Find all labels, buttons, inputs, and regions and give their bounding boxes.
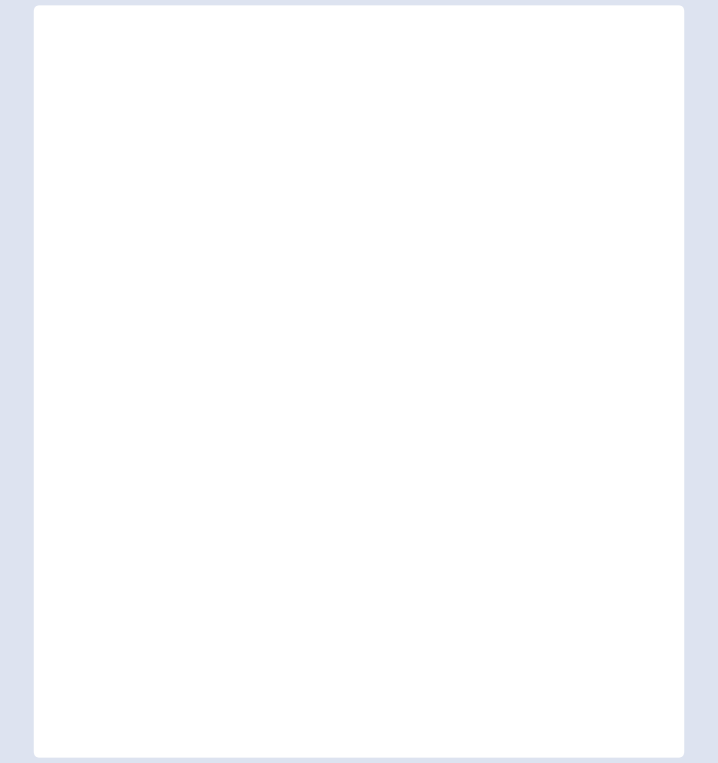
Text: 150 m: 150 m [139, 549, 215, 572]
Text: acceleration. A velocity vs. time: acceleration. A velocity vs. time [81, 134, 460, 157]
Text: *: * [81, 320, 93, 343]
Text: graph starts at 0 m/s and ends at 10: graph starts at 0 m/s and ends at 10 [81, 179, 515, 204]
Text: cannot be determined from the: cannot be determined from the [139, 621, 510, 645]
Text: straight path with constant: straight path with constant [81, 88, 403, 111]
Text: 130 m: 130 m [139, 475, 215, 499]
Text: given information: given information [139, 660, 348, 684]
Text: 24. An object is moving along a: 24. An object is moving along a [81, 41, 454, 66]
Text: 75 m: 75 m [139, 402, 200, 427]
Text: m/s, stretching over a time-span of 15: m/s, stretching over a time-span of 15 [81, 225, 535, 250]
Text: s. What is the object’s displacement?: s. What is the object’s displacement? [81, 272, 523, 295]
